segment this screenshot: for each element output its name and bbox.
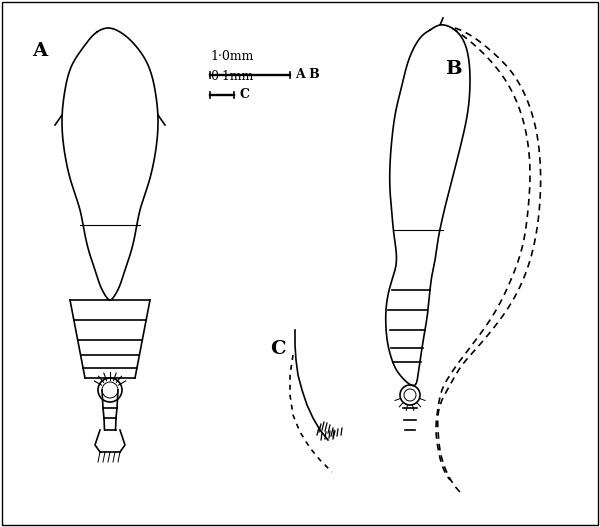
Text: A B: A B <box>295 69 320 82</box>
Text: C: C <box>239 89 249 102</box>
Text: B: B <box>445 60 461 78</box>
Text: A: A <box>32 42 47 60</box>
Text: 0·1mm: 0·1mm <box>210 70 253 83</box>
Text: 1·0mm: 1·0mm <box>210 50 253 63</box>
Text: C: C <box>270 340 286 358</box>
